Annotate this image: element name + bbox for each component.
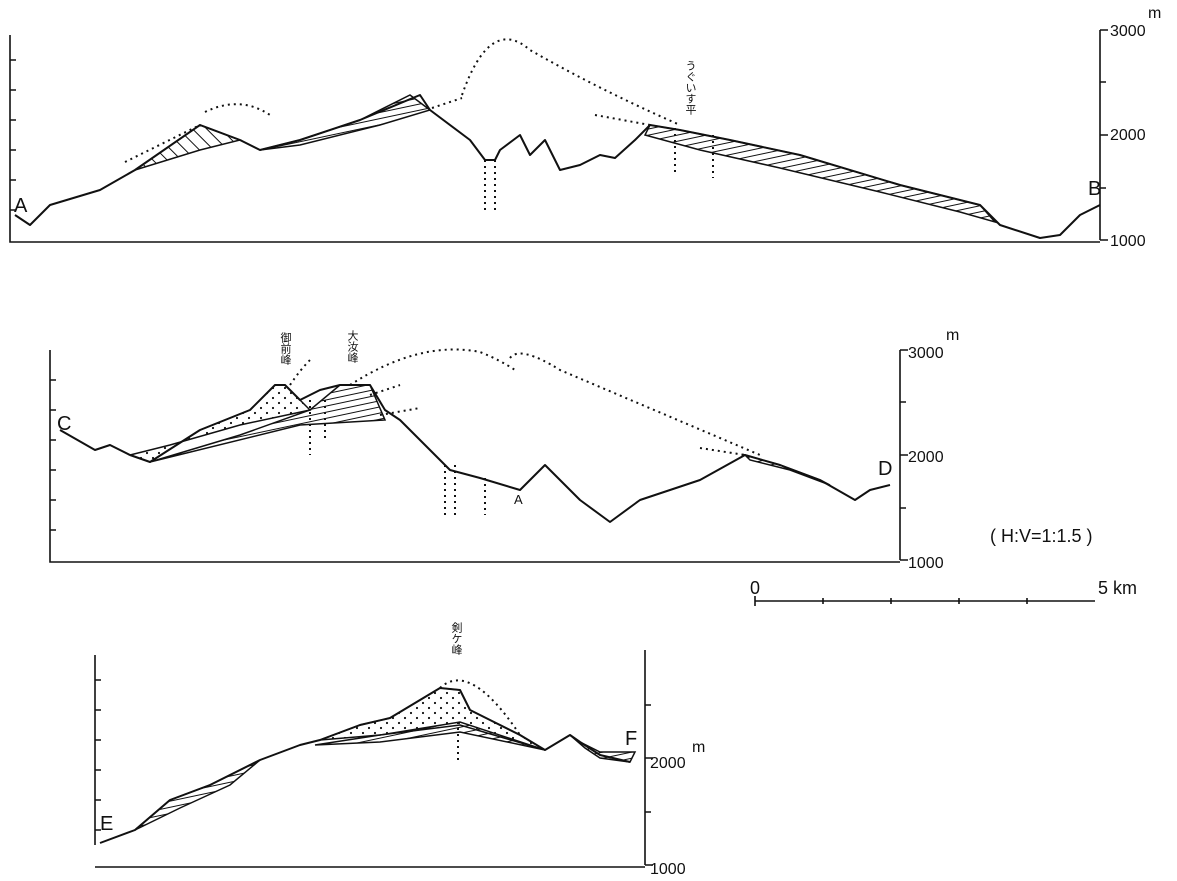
- scale-end: 5 km: [1098, 578, 1137, 598]
- scale-bar: 0 5 km: [750, 578, 1137, 606]
- scale-start: 0: [750, 578, 760, 598]
- layer: [260, 95, 430, 150]
- frame: [95, 650, 653, 867]
- terrain: [100, 688, 630, 843]
- section-start-label: C: [57, 413, 71, 435]
- section-start-label: A: [14, 195, 28, 217]
- axis-unit: m: [1148, 5, 1161, 22]
- section-ef: E F 2000 m 1000 剣ケ峰: [95, 622, 705, 878]
- section-end-label: F: [625, 728, 637, 750]
- layer: [645, 125, 995, 222]
- section-cd: C D 3000 m 2000 1000 御前峰 大汝峰 A: [50, 327, 959, 572]
- frame: [50, 350, 908, 562]
- place-label: 剣ケ峰: [450, 622, 463, 655]
- section-ab: A B 3000 m 2000 1000 うぐいす平: [10, 5, 1161, 250]
- axis-label: 2000: [908, 449, 944, 466]
- axis-label: 3000: [1110, 23, 1146, 40]
- axis-label: 1000: [1110, 233, 1146, 250]
- section-end-label: D: [878, 458, 892, 480]
- marker-label: A: [514, 492, 523, 507]
- cross-section-diagram: A B 3000 m 2000 1000 うぐいす平 C D 3000 m 20…: [0, 0, 1177, 881]
- section-start-label: E: [100, 813, 113, 835]
- axis-unit: m: [692, 739, 705, 756]
- layer: [135, 125, 240, 170]
- frame: [10, 30, 1108, 242]
- place-label: うぐいす平: [684, 60, 697, 116]
- axis-label: 1000: [650, 861, 686, 878]
- scale-line: [755, 596, 1095, 606]
- scale-ratio: ( H:V=1:1.5 ): [990, 526, 1093, 546]
- axis-label: 3000: [908, 345, 944, 362]
- place-label: 大汝峰: [346, 329, 359, 363]
- axis-unit: m: [946, 327, 959, 344]
- axis-label: 2000: [650, 755, 686, 772]
- axis-label: 1000: [908, 555, 944, 572]
- section-end-label: B: [1088, 178, 1101, 200]
- terrain: [15, 95, 1100, 238]
- layer: [135, 760, 260, 830]
- place-label: 御前峰: [279, 331, 292, 365]
- axis-label: 2000: [1110, 127, 1146, 144]
